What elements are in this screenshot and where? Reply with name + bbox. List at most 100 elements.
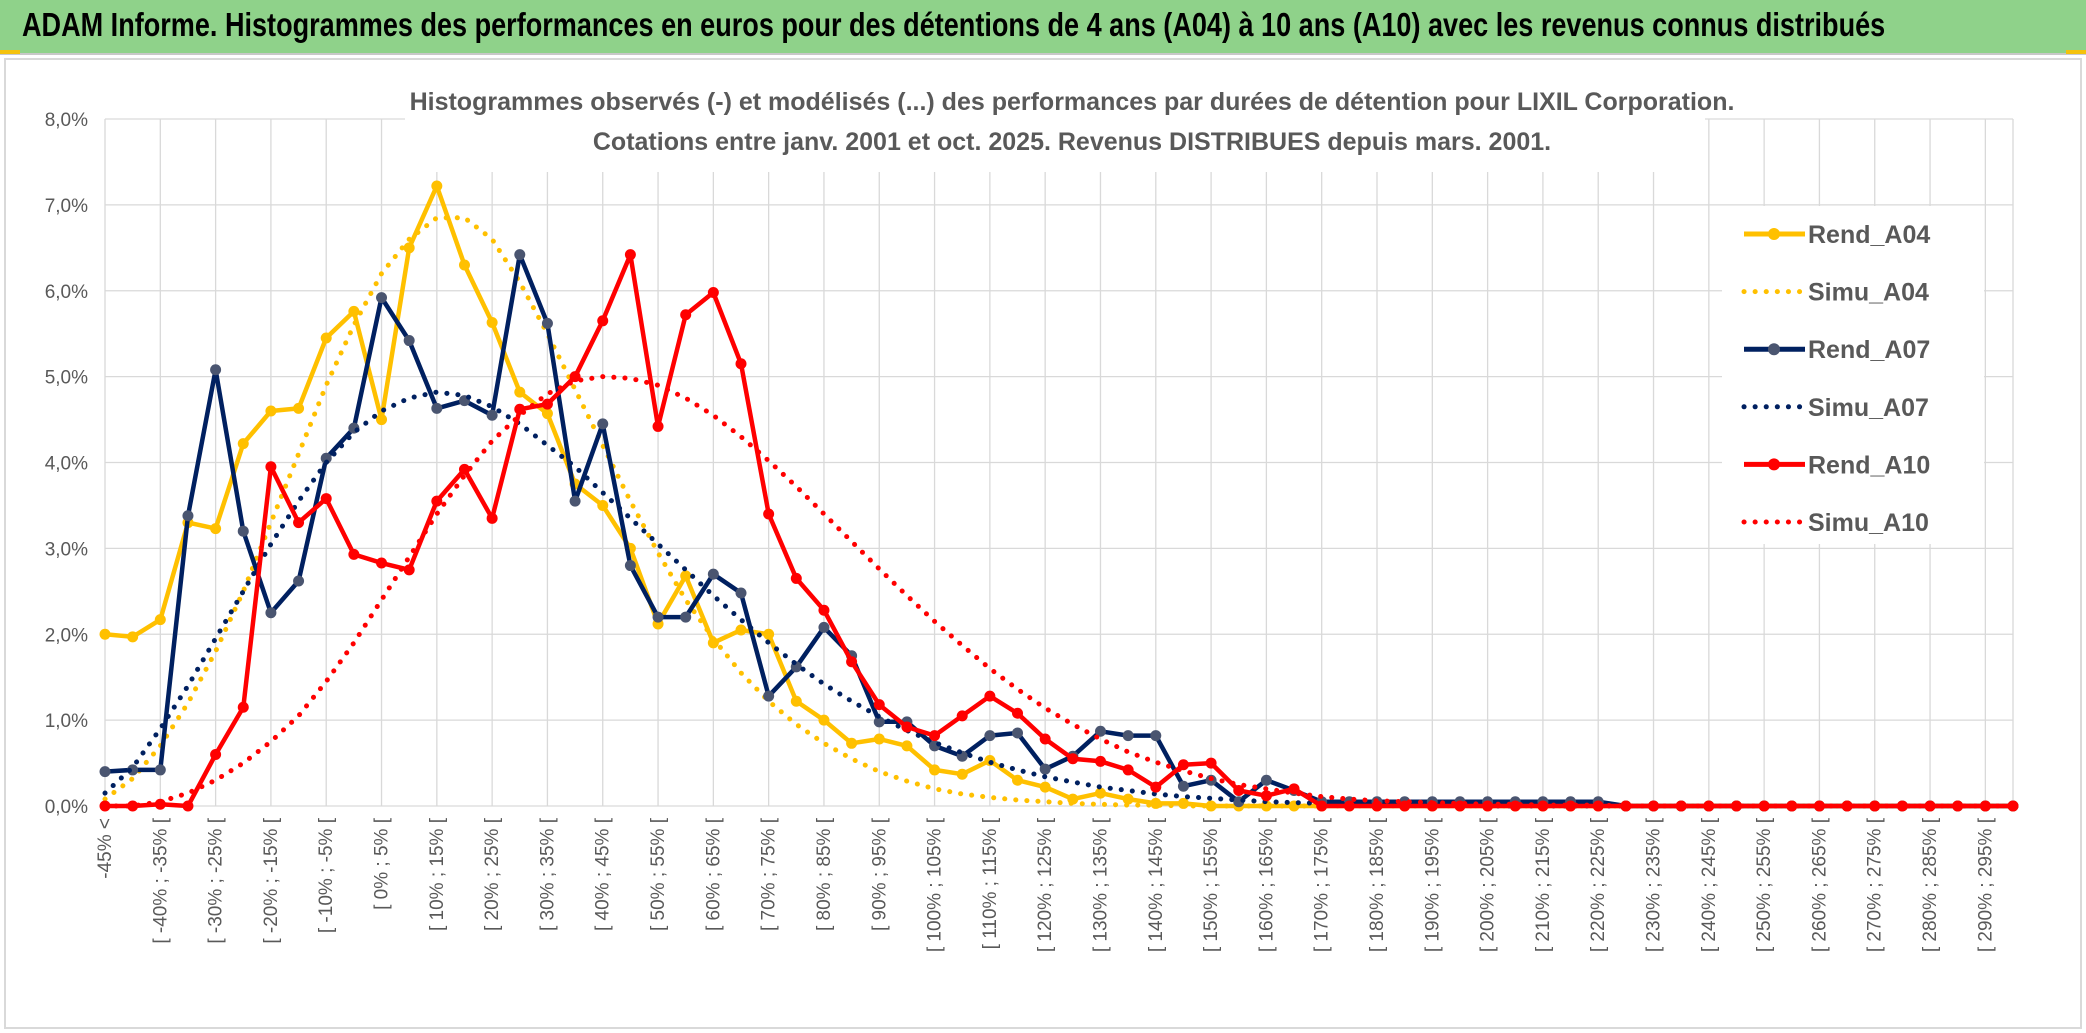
x-tick-label: [ 110% ; 115% [ bbox=[980, 817, 1001, 949]
data-point bbox=[929, 764, 941, 776]
x-tick-label: [ 260% ; 265% [ bbox=[1809, 817, 1830, 952]
data-point bbox=[293, 402, 305, 414]
x-tick-label: [ 130% ; 135% [ bbox=[1090, 817, 1111, 952]
data-point bbox=[1260, 790, 1272, 802]
data-point bbox=[99, 766, 111, 778]
data-point bbox=[818, 621, 830, 633]
data-point bbox=[901, 721, 913, 733]
legend-item-Rend_A04: Rend_A04 bbox=[1744, 221, 1930, 249]
x-axis-ticks: -45% < [ -40% ; -35% [[ -30% ; -25% [[ -2… bbox=[95, 817, 1996, 952]
accent-corner-right bbox=[2066, 50, 2086, 54]
data-point bbox=[514, 249, 526, 261]
data-point bbox=[1205, 757, 1217, 769]
x-tick-label: -45% < bbox=[95, 818, 116, 879]
data-point bbox=[846, 737, 858, 749]
data-point bbox=[265, 607, 277, 619]
data-point bbox=[680, 309, 692, 321]
data-point bbox=[707, 286, 719, 298]
data-point bbox=[1233, 785, 1245, 797]
data-point bbox=[1094, 787, 1106, 799]
data-point bbox=[182, 510, 194, 522]
data-point bbox=[763, 628, 775, 640]
x-tick-label: [ 250% ; 255% [ bbox=[1754, 817, 1775, 952]
data-point bbox=[901, 740, 913, 752]
data-point bbox=[1150, 781, 1162, 793]
accent-corner-left bbox=[0, 50, 20, 54]
data-point bbox=[1260, 774, 1272, 786]
data-point bbox=[1094, 755, 1106, 767]
data-point bbox=[873, 716, 885, 728]
y-tick-label: 0,0% bbox=[45, 797, 88, 818]
data-point bbox=[237, 438, 249, 450]
data-point bbox=[818, 714, 830, 726]
data-point bbox=[1122, 793, 1134, 805]
data-point bbox=[735, 358, 747, 370]
chart-title-line-2: Cotations entre janv. 2001 et oct. 2025.… bbox=[593, 128, 1551, 156]
x-tick-label: [ 220% ; 225% [ bbox=[1588, 817, 1609, 952]
x-tick-label: [ 290% ; 295% [ bbox=[1975, 817, 1996, 952]
data-point bbox=[956, 768, 968, 780]
data-point bbox=[1288, 783, 1300, 795]
x-tick-label: [ 150% ; 155% [ bbox=[1201, 817, 1222, 952]
data-point bbox=[984, 690, 996, 702]
data-point bbox=[624, 249, 636, 261]
data-point bbox=[929, 730, 941, 742]
x-tick-label: [ 90% ; 95% [ bbox=[869, 817, 890, 931]
legend-marker bbox=[1768, 228, 1780, 240]
data-point bbox=[763, 508, 775, 520]
data-point bbox=[514, 386, 526, 398]
data-point bbox=[597, 499, 609, 511]
data-point bbox=[403, 242, 415, 254]
data-point bbox=[569, 371, 581, 383]
x-tick-label: [ -30% ; -25% [ bbox=[206, 817, 227, 943]
data-point bbox=[1012, 774, 1024, 786]
legend-label: Rend_A07 bbox=[1808, 336, 1930, 364]
x-tick-label: [ 160% ; 165% [ bbox=[1256, 817, 1277, 952]
data-point bbox=[458, 463, 470, 475]
y-tick-label: 5,0% bbox=[45, 368, 88, 389]
data-point bbox=[984, 730, 996, 742]
data-point bbox=[1896, 800, 1908, 812]
y-tick-label: 2,0% bbox=[45, 625, 88, 646]
data-point bbox=[873, 733, 885, 745]
x-tick-label: [ 60% ; 65% [ bbox=[703, 817, 724, 931]
legend: Rend_A04 Simu_A04 Rend_A07 Simu_A07 Rend_A10… bbox=[1722, 206, 1984, 544]
data-point bbox=[873, 699, 885, 711]
data-point bbox=[1039, 763, 1051, 775]
data-point bbox=[127, 631, 139, 643]
data-point bbox=[1786, 800, 1798, 812]
x-tick-label: [ 70% ; 75% [ bbox=[759, 817, 780, 931]
x-tick-label: [ 140% ; 145% [ bbox=[1146, 817, 1167, 952]
data-point bbox=[293, 517, 305, 529]
x-tick-label: [ 170% ; 175% [ bbox=[1312, 817, 1333, 952]
data-point bbox=[1039, 781, 1051, 793]
data-point bbox=[265, 405, 277, 417]
data-point bbox=[680, 570, 692, 582]
data-point bbox=[597, 418, 609, 430]
data-point bbox=[1841, 800, 1853, 812]
data-point bbox=[818, 604, 830, 616]
data-point bbox=[1012, 727, 1024, 739]
data-point bbox=[1730, 800, 1742, 812]
data-point bbox=[1371, 800, 1383, 812]
data-point bbox=[1675, 800, 1687, 812]
data-point bbox=[403, 564, 415, 576]
data-point bbox=[348, 548, 360, 560]
data-point bbox=[265, 461, 277, 473]
data-point bbox=[1150, 730, 1162, 742]
chart-frame bbox=[4, 58, 2082, 1029]
chart-title-background bbox=[405, 80, 1705, 172]
data-point bbox=[956, 710, 968, 722]
x-tick-label: [ 100% ; 105% [ bbox=[925, 817, 946, 952]
series-line-Simu_A07 bbox=[102, 389, 2016, 809]
data-point bbox=[541, 408, 553, 420]
legend-item-Simu_A07: Simu_A07 bbox=[1741, 394, 1929, 422]
data-point bbox=[293, 575, 305, 587]
data-point bbox=[1177, 780, 1189, 792]
x-tick-label: [ -10% ; -5% [ bbox=[316, 817, 337, 933]
data-point bbox=[376, 557, 388, 569]
data-point bbox=[99, 628, 111, 640]
x-tick-label: [ 280% ; 285% [ bbox=[1920, 817, 1941, 952]
data-point bbox=[2007, 800, 2019, 812]
